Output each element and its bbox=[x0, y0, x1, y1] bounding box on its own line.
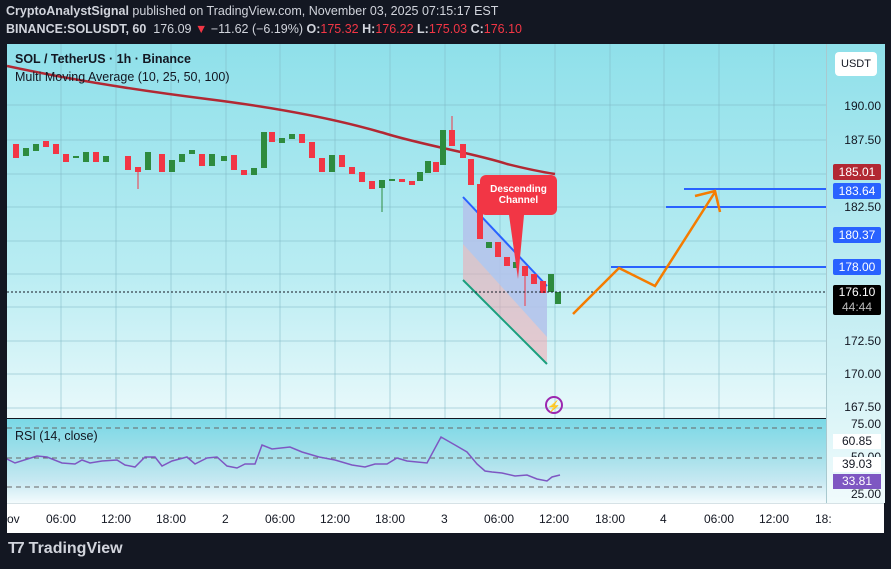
close-label: C: bbox=[470, 22, 484, 36]
symbol: BINANCE:SOLUSDT, 60 bbox=[6, 22, 147, 36]
time-tick: 12:00 bbox=[759, 512, 790, 526]
chart-container[interactable]: SOL / TetherUS · 1h · Binance Multi Movi… bbox=[7, 44, 885, 533]
price-tick: 170.00 bbox=[844, 367, 881, 381]
published-text: published on TradingView.com, November 0… bbox=[132, 4, 499, 18]
symbol-info: BINANCE:SOLUSDT, 60 176.09 ▼ −11.62 (−6.… bbox=[6, 22, 522, 36]
time-tick: 12:00 bbox=[539, 512, 570, 526]
low-label: L: bbox=[417, 22, 429, 36]
target2-badge: 180.37 bbox=[833, 227, 881, 243]
rsi-value-1: 60.85 bbox=[833, 434, 881, 449]
time-tick: 12:00 bbox=[101, 512, 132, 526]
time-tick: 12:00 bbox=[320, 512, 351, 526]
price-tick: 190.00 bbox=[844, 99, 881, 113]
price-tick: 172.50 bbox=[844, 334, 881, 348]
time-tick: ov bbox=[7, 512, 20, 526]
rsi-tick: 75.00 bbox=[850, 417, 881, 431]
current-price: 176.10 bbox=[838, 285, 876, 299]
time-tick: 4 bbox=[660, 512, 667, 526]
ma-price-badge: 185.01 bbox=[833, 164, 881, 180]
price-axis[interactable]: USDT 190.00 187.50 182.50 172.50 170.00 … bbox=[826, 44, 885, 503]
target1-badge: 178.00 bbox=[833, 259, 881, 275]
indicator-label[interactable]: Multi Moving Average (10, 25, 50, 100) bbox=[15, 70, 230, 84]
brand-name: TradingView bbox=[28, 540, 123, 557]
currency-button[interactable]: USDT bbox=[835, 52, 877, 76]
time-tick: 18: bbox=[815, 512, 832, 526]
time-tick: 3 bbox=[441, 512, 448, 526]
last-price: 176.09 bbox=[153, 22, 192, 36]
rsi-label[interactable]: RSI (14, close) bbox=[15, 429, 98, 443]
pane-divider[interactable] bbox=[7, 418, 884, 419]
time-tick: 06:00 bbox=[704, 512, 735, 526]
time-tick: 18:00 bbox=[156, 512, 187, 526]
author: CryptoAnalystSignal bbox=[6, 4, 129, 18]
price-tick: 182.50 bbox=[844, 200, 881, 214]
time-axis[interactable]: ov 06:00 12:00 18:00 2 06:00 12:00 18:00… bbox=[7, 503, 884, 533]
rsi-pane[interactable]: RSI (14, close) bbox=[7, 419, 826, 503]
publish-info: CryptoAnalystSignal published on Trading… bbox=[6, 4, 498, 18]
rsi-value-2: 39.03 bbox=[833, 457, 881, 472]
close-value: 176.10 bbox=[483, 22, 523, 36]
bar-countdown: 44:44 bbox=[841, 300, 873, 314]
lightning-icon[interactable]: ⚡ bbox=[545, 396, 563, 414]
high-label: H: bbox=[362, 22, 376, 36]
rsi-tick: 25.00 bbox=[850, 487, 881, 501]
open-value: 175.32 bbox=[320, 22, 359, 36]
time-tick: 06:00 bbox=[484, 512, 515, 526]
target3-badge: 183.64 bbox=[833, 183, 881, 199]
time-tick: 18:00 bbox=[595, 512, 626, 526]
time-tick: 18:00 bbox=[375, 512, 406, 526]
time-tick: 2 bbox=[222, 512, 229, 526]
time-tick: 06:00 bbox=[265, 512, 296, 526]
time-tick: 06:00 bbox=[46, 512, 77, 526]
chart-title: SOL / TetherUS · 1h · Binance bbox=[15, 52, 191, 66]
price-pane[interactable]: SOL / TetherUS · 1h · Binance Multi Movi… bbox=[7, 44, 826, 418]
current-price-badge: 176.10 44:44 bbox=[833, 285, 881, 315]
rsi-value-3: 33.81 bbox=[833, 474, 881, 489]
low-value: 175.03 bbox=[428, 22, 468, 36]
price-tick: 187.50 bbox=[844, 133, 881, 147]
descending-channel-callout: Descending Channel bbox=[490, 184, 547, 206]
tv-logo-icon: T7 bbox=[8, 540, 25, 557]
tradingview-logo[interactable]: T7 TradingView bbox=[8, 540, 123, 558]
high-value: 176.22 bbox=[375, 22, 414, 36]
down-arrow-icon: ▼ bbox=[194, 22, 208, 36]
change: −11.62 (−6.19%) bbox=[210, 22, 304, 36]
open-label: O: bbox=[306, 22, 321, 36]
price-tick: 167.50 bbox=[844, 400, 881, 414]
